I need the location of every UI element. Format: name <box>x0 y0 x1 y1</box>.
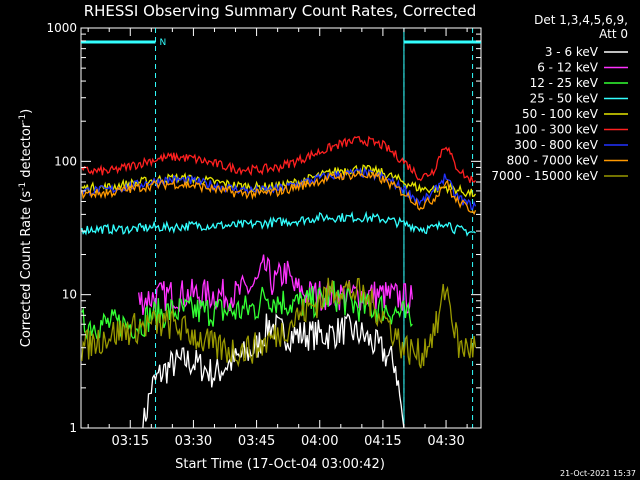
legend-label-2: 12 - 25 keV <box>530 76 599 90</box>
x-axis-label: Start Time (17-Oct-04 03:00:42) <box>175 457 385 472</box>
y-tick-label-3: 1000 <box>46 21 77 35</box>
y-tick-label-0: 1 <box>69 421 77 435</box>
series-line-7 <box>81 170 477 216</box>
x-tick-label-2: 03:45 <box>238 434 275 449</box>
y-axis-label-prefix: Corrected Count Rate (s <box>19 191 34 348</box>
y-axis-label-sup1: -1 <box>18 182 28 191</box>
legend-label-4: 50 - 100 keV <box>522 107 599 121</box>
y-axis-ticks: 1 10 100 1000 <box>46 21 481 435</box>
attenuator-marker: N <box>160 38 167 48</box>
series-line-2 <box>81 280 413 340</box>
legend-label-5: 100 - 300 keV <box>514 123 598 137</box>
night-bar-layer: N <box>81 28 481 428</box>
x-tick-label-3: 04:00 <box>301 434 338 449</box>
legend-label-6: 300 - 800 keV <box>514 138 598 152</box>
series-line-0 <box>142 313 405 429</box>
y-axis-label: Corrected Count Rate (s-1 detector-1) <box>18 109 34 347</box>
x-tick-label-4: 04:15 <box>364 434 401 449</box>
legend-header-line-2: Att 0 <box>599 27 628 41</box>
series-layer <box>81 135 477 429</box>
series-line-8 <box>81 277 477 369</box>
series-line-5 <box>81 135 477 183</box>
y-axis-label-suffix: ) <box>19 109 34 114</box>
legend-label-0: 3 - 6 keV <box>545 45 599 59</box>
series-line-6 <box>81 166 477 211</box>
x-tick-label-0: 03:15 <box>112 434 149 449</box>
legend-header-line-1: Det 1,3,4,5,6,9, <box>534 13 628 27</box>
y-axis-label-sup2: -1 <box>18 114 28 123</box>
x-tick-label-1: 03:30 <box>175 434 212 449</box>
y-tick-label-1: 10 <box>62 288 77 302</box>
x-axis-ticks: 03:15 03:30 03:45 04:00 04:15 04:30 <box>87 28 468 449</box>
series-line-3 <box>81 210 476 237</box>
y-tick-label-2: 100 <box>54 154 77 168</box>
legend-label-8: 7000 - 15000 keV <box>491 169 598 183</box>
legend-label-3: 25 - 50 keV <box>530 92 599 106</box>
y-axis-label-mid: detector <box>19 122 34 182</box>
chart-title: RHESSI Observing Summary Count Rates, Co… <box>84 2 477 20</box>
footer-timestamp: 21-Oct-2021 15:37 <box>560 469 636 478</box>
legend-label-1: 6 - 12 keV <box>537 61 599 75</box>
legend-label-7: 800 - 7000 keV <box>507 154 599 168</box>
plot-frame <box>80 27 482 429</box>
x-tick-label-5: 04:30 <box>427 434 464 449</box>
